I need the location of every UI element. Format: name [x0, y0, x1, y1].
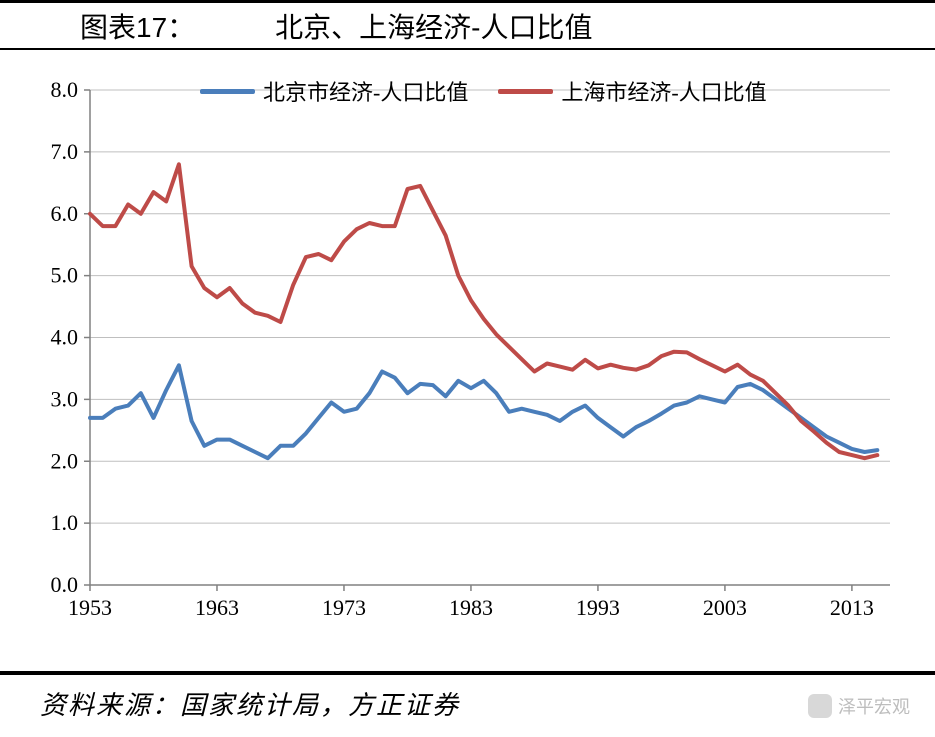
- svg-text:2013: 2013: [830, 595, 874, 620]
- svg-text:7.0: 7.0: [51, 139, 79, 164]
- svg-text:0.0: 0.0: [51, 572, 79, 597]
- legend-swatch-shanghai: [498, 89, 553, 94]
- svg-text:1963: 1963: [195, 595, 239, 620]
- source-text: 资料来源：国家统计局，方正证券: [40, 685, 460, 722]
- svg-text:2.0: 2.0: [51, 448, 79, 473]
- plot-area: 0.0 1.0 2.0 3.0 4.0 5.0 6.0 7.0 8.0 1953 1963 1973 1…: [35, 60, 905, 640]
- legend: 北京市经济-人口比值 上海市经济-人口比值: [200, 75, 767, 107]
- legend-label-shanghai: 上海市经济-人口比值: [561, 75, 766, 107]
- legend-item-beijing: 北京市经济-人口比值: [200, 75, 468, 107]
- svg-text:1993: 1993: [576, 595, 620, 620]
- chart-container: 图表17： 北京、上海经济-人口比值 0.0 1.0 2.0 3.0 4.0 5.0 6.0…: [0, 0, 935, 737]
- svg-text:8.0: 8.0: [51, 77, 79, 102]
- line-chart-svg: 0.0 1.0 2.0 3.0 4.0 5.0 6.0 7.0 8.0 1953 1963 1973 1…: [35, 60, 905, 640]
- svg-text:1953: 1953: [68, 595, 112, 620]
- legend-swatch-beijing: [200, 89, 255, 94]
- svg-text:1973: 1973: [322, 595, 366, 620]
- wechat-icon: [808, 694, 832, 718]
- watermark-text: 泽平宏观: [838, 693, 910, 719]
- svg-text:6.0: 6.0: [51, 201, 79, 226]
- svg-text:1.0: 1.0: [51, 510, 79, 535]
- legend-item-shanghai: 上海市经济-人口比值: [498, 75, 766, 107]
- svg-text:5.0: 5.0: [51, 263, 79, 288]
- watermark: 泽平宏观: [808, 693, 910, 719]
- svg-text:2003: 2003: [703, 595, 747, 620]
- svg-text:3.0: 3.0: [51, 386, 79, 411]
- bottom-rule: [0, 671, 935, 675]
- legend-label-beijing: 北京市经济-人口比值: [263, 75, 468, 107]
- svg-text:4.0: 4.0: [51, 325, 79, 350]
- chart-title-number: 图表17：: [80, 6, 195, 46]
- svg-text:1983: 1983: [449, 595, 493, 620]
- chart-title-bar: 图表17： 北京、上海经济-人口比值: [0, 0, 935, 50]
- chart-title-text: 北京、上海经济-人口比值: [275, 6, 592, 46]
